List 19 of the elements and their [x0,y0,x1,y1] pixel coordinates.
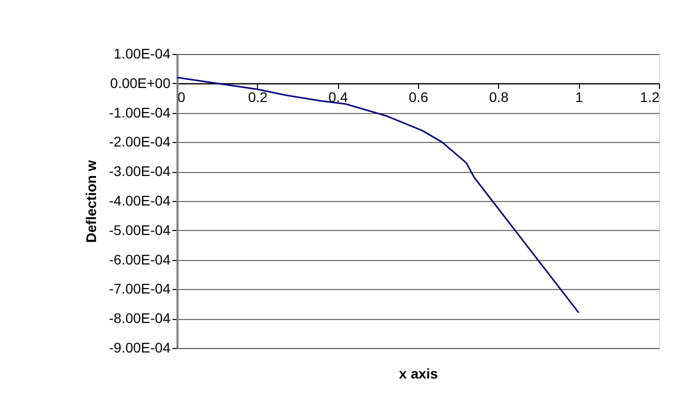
y-tick-label: -3.00E-04 [109,163,171,180]
x-axis-title: x axis [399,366,438,382]
y-tick-label: -9.00E-04 [109,340,171,356]
y-tick-label: -5.00E-04 [109,222,171,238]
y-tick-label: 1.00E-04 [114,46,171,62]
y-tick-label: -2.00E-04 [109,134,171,150]
y-tick-label: -1.00E-04 [109,104,171,120]
x-tick-label: 1.2 [640,88,660,105]
x-tick-label: 0.2 [248,88,268,105]
x-tick-label: 1 [575,88,584,105]
x-tick-label: 0.4 [328,88,348,105]
y-tick-label: -7.00E-04 [109,280,171,297]
y-tick-label: -6.00E-04 [109,251,171,268]
y-axis-title: Deflection w [83,160,100,243]
y-tick-label: -4.00E-04 [109,192,171,208]
x-tick-label: 0.8 [489,88,509,105]
y-tick-label: -8.00E-04 [109,310,171,326]
x-tick-label: 0.6 [408,88,428,105]
y-tick-label: 0.00E+00 [110,74,171,91]
